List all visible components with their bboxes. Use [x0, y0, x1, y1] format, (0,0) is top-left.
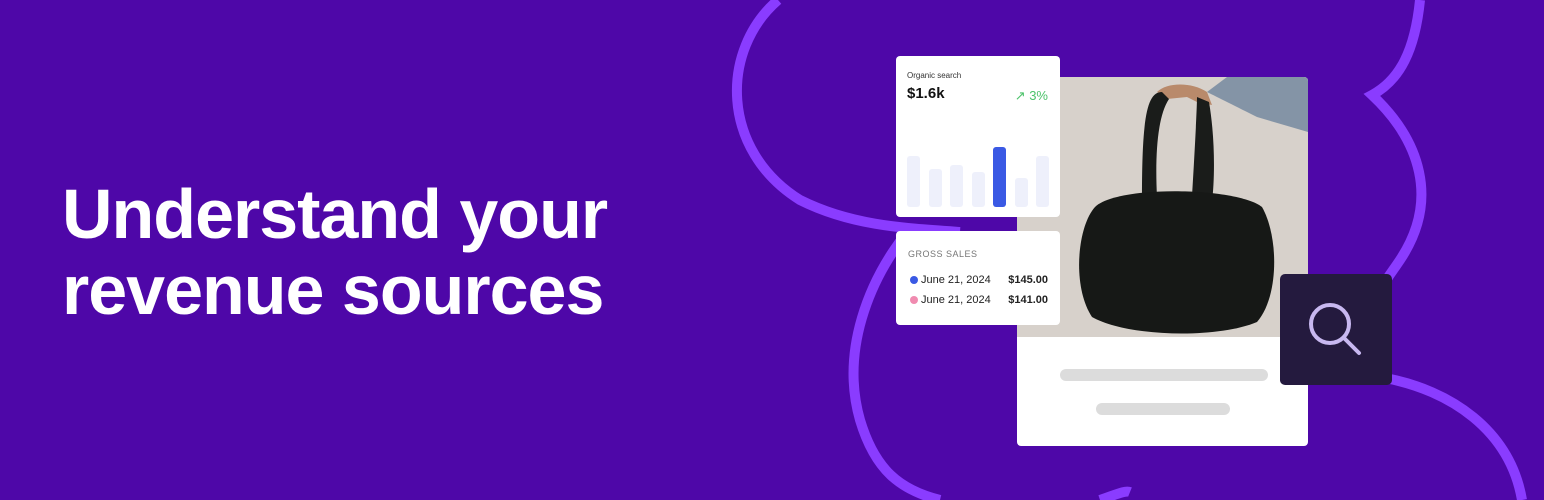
sales-row: June 21, 2024 $141.00 — [910, 294, 1048, 306]
search-tile — [1280, 274, 1392, 385]
sales-amount: $141.00 — [1008, 294, 1048, 306]
headline-line-1: Understand your — [62, 175, 608, 253]
product-photo — [1017, 77, 1308, 337]
pink-dot-icon — [910, 296, 918, 304]
change-value: 3% — [1029, 88, 1048, 103]
sales-amount: $145.00 — [1008, 274, 1048, 286]
organic-change: ↗ 3% — [1015, 88, 1048, 104]
headline-line-2: revenue sources — [62, 251, 604, 329]
trend-up-icon: ↗ — [1014, 88, 1030, 103]
gross-sales-card: GROSS SALES June 21, 2024 $145.00 June 2… — [896, 231, 1060, 325]
gross-sales-title: GROSS SALES — [908, 249, 978, 259]
chart-bar — [907, 155, 920, 207]
search-icon — [1309, 303, 1361, 355]
chart-bar — [950, 164, 963, 207]
sales-date: June 21, 2024 — [921, 274, 991, 286]
tote-bag-image — [1079, 77, 1308, 334]
chart-bar — [928, 169, 942, 207]
chart-bar — [1036, 155, 1049, 207]
headline: Understand your revenue sources — [62, 175, 608, 329]
organic-search-card: Organic search $1.6k ↗ 3% — [896, 56, 1060, 217]
organic-title: Organic search — [907, 71, 962, 80]
chart-bar — [993, 146, 1006, 207]
placeholder-line — [1096, 403, 1230, 415]
sales-row: June 21, 2024 $145.00 — [910, 274, 1048, 286]
organic-value: $1.6k — [907, 85, 945, 102]
chart-bar — [1014, 178, 1028, 207]
sales-date: June 21, 2024 — [921, 294, 991, 306]
chart-bar — [971, 171, 985, 207]
product-card — [1017, 77, 1308, 446]
blue-dot-icon — [910, 276, 918, 284]
placeholder-line — [1060, 369, 1268, 381]
